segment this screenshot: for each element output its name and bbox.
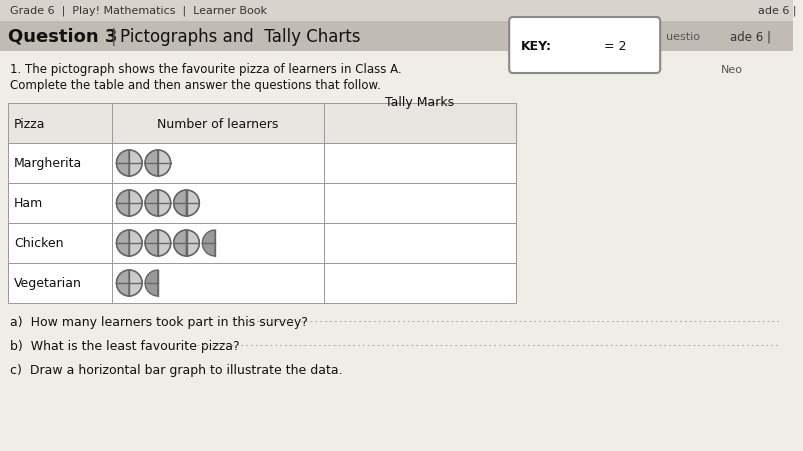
Wedge shape (145, 151, 157, 177)
Wedge shape (186, 230, 199, 257)
Wedge shape (116, 151, 129, 177)
Wedge shape (157, 230, 170, 257)
FancyBboxPatch shape (8, 184, 516, 224)
Wedge shape (145, 191, 157, 216)
Wedge shape (116, 191, 129, 216)
Text: a)  How many learners took part in this survey?: a) How many learners took part in this s… (10, 315, 308, 328)
FancyBboxPatch shape (0, 0, 793, 22)
Text: Number of learners: Number of learners (157, 117, 278, 130)
Wedge shape (186, 191, 199, 216)
FancyBboxPatch shape (0, 22, 793, 52)
Wedge shape (129, 151, 142, 177)
Wedge shape (157, 151, 170, 177)
Wedge shape (173, 230, 186, 257)
Text: Tally Marks: Tally Marks (385, 96, 454, 109)
Text: Vegetarian: Vegetarian (14, 277, 82, 290)
Text: Neo: Neo (719, 65, 741, 75)
Wedge shape (129, 191, 142, 216)
FancyBboxPatch shape (8, 144, 516, 184)
Text: 1. The pictograph shows the favourite pizza of learners in Class A.: 1. The pictograph shows the favourite pi… (10, 63, 401, 76)
Text: |: | (110, 28, 116, 46)
FancyBboxPatch shape (8, 224, 516, 263)
Text: Complete the table and then answer the questions that follow.: Complete the table and then answer the q… (10, 79, 380, 92)
Text: Ham: Ham (14, 197, 43, 210)
Wedge shape (129, 271, 142, 296)
FancyBboxPatch shape (8, 263, 516, 304)
Text: Margherita: Margherita (14, 157, 82, 170)
FancyBboxPatch shape (508, 18, 659, 74)
Text: Question 3: Question 3 (8, 28, 117, 46)
Wedge shape (116, 230, 129, 257)
Text: uestio: uestio (665, 32, 699, 42)
Text: Chicken: Chicken (14, 237, 63, 250)
Wedge shape (173, 191, 186, 216)
Text: Pictographs and  Tally Charts: Pictographs and Tally Charts (120, 28, 361, 46)
Text: c)  Draw a horizontal bar graph to illustrate the data.: c) Draw a horizontal bar graph to illust… (10, 363, 342, 376)
Wedge shape (202, 230, 215, 257)
Text: = 2: = 2 (603, 39, 626, 52)
Text: KEY:: KEY: (520, 39, 552, 52)
Text: ade 6 |: ade 6 | (729, 30, 770, 43)
Text: Pizza: Pizza (14, 117, 45, 130)
Wedge shape (129, 230, 142, 257)
Wedge shape (145, 271, 157, 296)
Wedge shape (575, 34, 586, 58)
FancyBboxPatch shape (8, 104, 516, 144)
Wedge shape (586, 34, 598, 58)
Wedge shape (145, 230, 157, 257)
Wedge shape (157, 191, 170, 216)
Text: ade 6 |: ade 6 | (757, 6, 796, 16)
Text: b)  What is the least favourite pizza?: b) What is the least favourite pizza? (10, 339, 239, 352)
Wedge shape (116, 271, 129, 296)
Text: Grade 6  |  Play! Mathematics  |  Learner Book: Grade 6 | Play! Mathematics | Learner Bo… (10, 6, 267, 16)
